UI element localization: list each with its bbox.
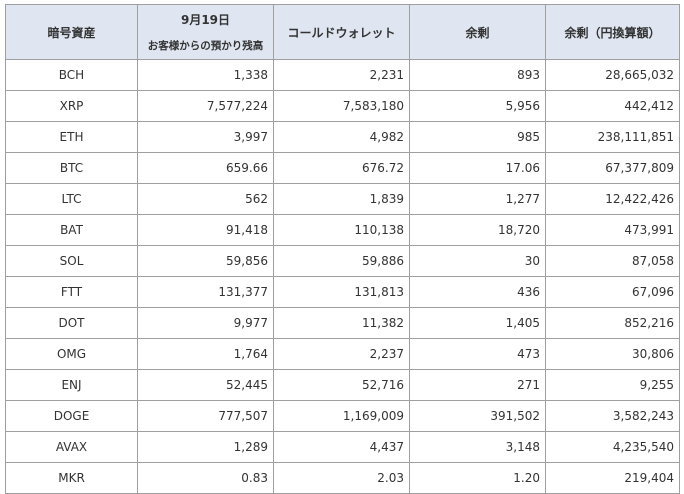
cell-surplus: 985	[409, 121, 546, 153]
cell-deposits: 59,856	[137, 245, 274, 277]
header-surplus-jpy: 余剰（円換算額）	[545, 4, 680, 60]
cell-deposits: 1,289	[137, 431, 274, 463]
cell-deposits: 1,338	[137, 59, 274, 91]
reserve-table-container: 暗号資産 9月19日 お客様からの預かり残高 コールドウォレット 余剰 余剰（円…	[5, 4, 680, 494]
cell-surplus: 473	[409, 338, 546, 370]
cell-asset: BCH	[5, 59, 138, 91]
cell-deposits: 3,997	[137, 121, 274, 153]
table-row: XRP 7,577,224 7,583,180 5,956 442,412	[5, 90, 680, 122]
header-cold-wallet: コールドウォレット	[273, 4, 410, 60]
cell-cold-wallet: 52,716	[273, 369, 410, 401]
cell-cold-wallet: 676.72	[273, 152, 410, 184]
cell-cold-wallet: 1,169,009	[273, 400, 410, 432]
table-body: BCH 1,338 2,231 893 28,665,032 XRP 7,577…	[5, 59, 680, 494]
cell-asset: MKR	[5, 462, 138, 494]
cell-surplus-jpy: 28,665,032	[545, 59, 680, 91]
cell-cold-wallet: 1,839	[273, 183, 410, 215]
cell-cold-wallet: 2.03	[273, 462, 410, 494]
cell-cold-wallet: 7,583,180	[273, 90, 410, 122]
cell-asset: BAT	[5, 214, 138, 246]
cell-deposits: 91,418	[137, 214, 274, 246]
table-row: DOT 9,977 11,382 1,405 852,216	[5, 307, 680, 339]
cell-asset: DOT	[5, 307, 138, 339]
table-row: BTC 659.66 676.72 17.06 67,377,809	[5, 152, 680, 184]
cell-surplus-jpy: 852,216	[545, 307, 680, 339]
cell-surplus-jpy: 30,806	[545, 338, 680, 370]
cell-surplus-jpy: 87,058	[545, 245, 680, 277]
cell-cold-wallet: 11,382	[273, 307, 410, 339]
cell-deposits: 9,977	[137, 307, 274, 339]
cell-asset: BTC	[5, 152, 138, 184]
cell-deposits: 7,577,224	[137, 90, 274, 122]
table-row: OMG 1,764 2,237 473 30,806	[5, 338, 680, 370]
cell-surplus-jpy: 238,111,851	[545, 121, 680, 153]
header-row: 暗号資産 9月19日 お客様からの預かり残高 コールドウォレット 余剰 余剰（円…	[5, 4, 680, 60]
table-row: MKR 0.83 2.03 1.20 219,404	[5, 462, 680, 494]
cell-asset: SOL	[5, 245, 138, 277]
cell-deposits: 0.83	[137, 462, 274, 494]
cell-cold-wallet: 2,231	[273, 59, 410, 91]
cell-surplus: 5,956	[409, 90, 546, 122]
cell-surplus-jpy: 9,255	[545, 369, 680, 401]
cell-deposits: 1,764	[137, 338, 274, 370]
table-row: AVAX 1,289 4,437 3,148 4,235,540	[5, 431, 680, 463]
table-header: 暗号資産 9月19日 お客様からの預かり残高 コールドウォレット 余剰 余剰（円…	[5, 4, 680, 60]
cell-surplus-jpy: 219,404	[545, 462, 680, 494]
reserve-table: 暗号資産 9月19日 お客様からの預かり残高 コールドウォレット 余剰 余剰（円…	[5, 4, 680, 494]
cell-deposits: 777,507	[137, 400, 274, 432]
cell-surplus: 893	[409, 59, 546, 91]
cell-deposits: 659.66	[137, 152, 274, 184]
table-row: FTT 131,377 131,813 436 67,096	[5, 276, 680, 308]
cell-surplus: 436	[409, 276, 546, 308]
cell-surplus-jpy: 473,991	[545, 214, 680, 246]
cell-asset: FTT	[5, 276, 138, 308]
cell-asset: ETH	[5, 121, 138, 153]
cell-asset: AVAX	[5, 431, 138, 463]
cell-cold-wallet: 131,813	[273, 276, 410, 308]
table-row: LTC 562 1,839 1,277 12,422,426	[5, 183, 680, 215]
cell-surplus-jpy: 4,235,540	[545, 431, 680, 463]
cell-deposits: 131,377	[137, 276, 274, 308]
cell-cold-wallet: 2,237	[273, 338, 410, 370]
cell-surplus: 3,148	[409, 431, 546, 463]
cell-asset: XRP	[5, 90, 138, 122]
cell-surplus: 18,720	[409, 214, 546, 246]
table-row: BAT 91,418 110,138 18,720 473,991	[5, 214, 680, 246]
cell-surplus: 30	[409, 245, 546, 277]
cell-cold-wallet: 110,138	[273, 214, 410, 246]
cell-surplus: 1.20	[409, 462, 546, 494]
table-row: ETH 3,997 4,982 985 238,111,851	[5, 121, 680, 153]
cell-surplus-jpy: 12,422,426	[545, 183, 680, 215]
cell-surplus: 17.06	[409, 152, 546, 184]
cell-cold-wallet: 59,886	[273, 245, 410, 277]
cell-surplus: 1,405	[409, 307, 546, 339]
cell-asset: ENJ	[5, 369, 138, 401]
cell-surplus-jpy: 67,377,809	[545, 152, 680, 184]
table-row: SOL 59,856 59,886 30 87,058	[5, 245, 680, 277]
cell-surplus-jpy: 442,412	[545, 90, 680, 122]
header-customer-deposits-label: お客様からの預かり残高	[147, 40, 264, 52]
header-customer-deposits: 9月19日 お客様からの預かり残高	[137, 4, 274, 60]
cell-deposits: 562	[137, 183, 274, 215]
cell-deposits: 52,445	[137, 369, 274, 401]
table-row: BCH 1,338 2,231 893 28,665,032	[5, 59, 680, 91]
cell-cold-wallet: 4,982	[273, 121, 410, 153]
header-asset: 暗号資産	[5, 4, 138, 60]
cell-surplus: 271	[409, 369, 546, 401]
table-row: DOGE 777,507 1,169,009 391,502 3,582,243	[5, 400, 680, 432]
cell-surplus-jpy: 3,582,243	[545, 400, 680, 432]
header-surplus: 余剰	[409, 4, 546, 60]
cell-asset: LTC	[5, 183, 138, 215]
header-date: 9月19日	[180, 13, 231, 27]
cell-cold-wallet: 4,437	[273, 431, 410, 463]
cell-asset: OMG	[5, 338, 138, 370]
cell-surplus-jpy: 67,096	[545, 276, 680, 308]
cell-surplus: 1,277	[409, 183, 546, 215]
cell-surplus: 391,502	[409, 400, 546, 432]
cell-asset: DOGE	[5, 400, 138, 432]
table-row: ENJ 52,445 52,716 271 9,255	[5, 369, 680, 401]
